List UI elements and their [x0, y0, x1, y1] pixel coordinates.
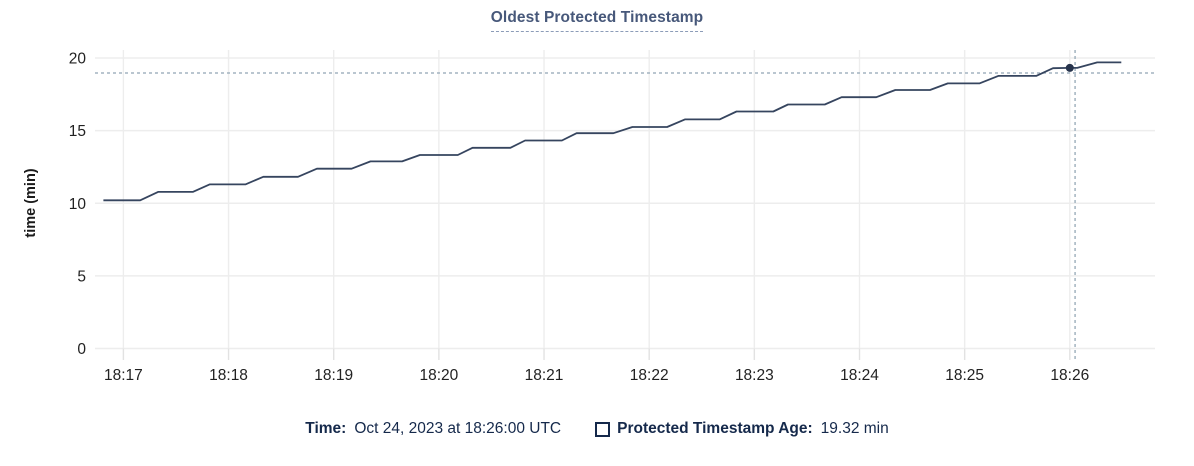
chart-title-row: Oldest Protected Timestamp [0, 9, 1194, 32]
x-tick-label: 18:22 [630, 367, 669, 384]
y-tick-label: 20 [69, 51, 87, 68]
y-tick-label: 5 [77, 268, 86, 285]
y-axis-tick-labels: 0 5 10 15 20 [69, 51, 87, 359]
series-label: Protected Timestamp Age: [617, 420, 813, 437]
x-tick-label: 18:23 [735, 367, 774, 384]
series-value: 19.32 min [820, 420, 889, 437]
chart-hover-legend: Time: Oct 24, 2023 at 18:26:00 UTC Prote… [0, 420, 1194, 438]
gridlines [95, 50, 1155, 360]
x-tick-label: 18:17 [104, 367, 143, 384]
x-tick-label: 18:19 [314, 367, 353, 384]
hover-crosshair [95, 50, 1155, 360]
time-value: Oct 24, 2023 at 18:26:00 UTC [354, 420, 562, 437]
x-tick-label: 18:20 [419, 367, 458, 384]
y-tick-label: 15 [69, 123, 86, 140]
series-toggle-checkbox[interactable] [595, 421, 611, 437]
series-line [103, 61, 1122, 202]
x-tick-label: 18:26 [1050, 367, 1089, 384]
x-axis-tick-labels: 18:17 18:18 18:19 18:20 18:21 18:22 18:23 18:24… [104, 367, 1089, 384]
x-tick-label: 18:18 [209, 367, 248, 384]
x-tick-label: 18:25 [945, 367, 984, 384]
x-tick-label: 18:21 [525, 367, 564, 384]
y-tick-label: 0 [77, 341, 86, 358]
chart-title[interactable]: Oldest Protected Timestamp [490, 9, 704, 32]
time-label: Time: [305, 420, 347, 437]
x-tick-label: 18:24 [840, 367, 879, 384]
hover-point-marker [1065, 63, 1074, 72]
y-tick-label: 10 [69, 196, 87, 213]
